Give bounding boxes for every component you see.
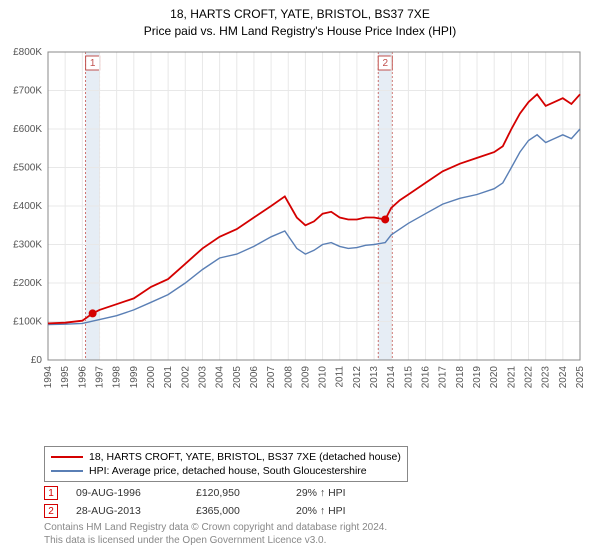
svg-text:2003: 2003 (197, 366, 208, 389)
legend-row-red: 18, HARTS CROFT, YATE, BRISTOL, BS37 7XE… (51, 450, 401, 464)
sale-event-row: 2 28-AUG-2013 £365,000 20% ↑ HPI (44, 502, 416, 520)
svg-text:2023: 2023 (541, 366, 552, 389)
svg-text:2016: 2016 (421, 366, 432, 389)
event-price: £120,950 (196, 487, 296, 499)
svg-text:2005: 2005 (232, 366, 243, 389)
title-line1: 18, HARTS CROFT, YATE, BRISTOL, BS37 7XE (0, 6, 600, 23)
svg-text:1999: 1999 (129, 366, 140, 389)
svg-text:1997: 1997 (94, 366, 105, 389)
svg-text:2011: 2011 (335, 366, 346, 388)
event-marker-box: 2 (44, 504, 58, 518)
svg-text:2000: 2000 (146, 366, 157, 389)
legend-label-blue: HPI: Average price, detached house, Sout… (89, 464, 367, 478)
svg-text:£600K: £600K (13, 124, 42, 135)
sale-events-table: 1 09-AUG-1996 £120,950 29% ↑ HPI 2 28-AU… (44, 484, 416, 520)
svg-text:2010: 2010 (318, 366, 329, 389)
title-line2: Price paid vs. HM Land Registry's House … (0, 23, 600, 40)
event-marker-box: 1 (44, 486, 58, 500)
svg-text:£800K: £800K (13, 47, 42, 58)
svg-text:2020: 2020 (489, 366, 500, 389)
footer-line1: Contains HM Land Registry data © Crown c… (44, 522, 387, 535)
footer: Contains HM Land Registry data © Crown c… (44, 522, 387, 547)
svg-text:2012: 2012 (352, 366, 363, 389)
svg-text:£700K: £700K (13, 86, 42, 97)
legend-swatch-red (51, 456, 83, 458)
svg-text:2006: 2006 (249, 366, 260, 389)
svg-text:1998: 1998 (112, 366, 123, 389)
event-hpi: 29% ↑ HPI (296, 487, 416, 499)
svg-text:2002: 2002 (180, 366, 191, 389)
event-date: 28-AUG-2013 (76, 505, 196, 517)
chart-container: 18, HARTS CROFT, YATE, BRISTOL, BS37 7XE… (0, 0, 600, 560)
svg-text:2001: 2001 (163, 366, 174, 389)
svg-text:2015: 2015 (403, 366, 414, 389)
svg-text:1996: 1996 (77, 366, 88, 389)
title-block: 18, HARTS CROFT, YATE, BRISTOL, BS37 7XE… (0, 0, 600, 40)
svg-text:2013: 2013 (369, 366, 380, 389)
svg-text:1: 1 (90, 58, 96, 69)
svg-text:2021: 2021 (506, 366, 517, 389)
svg-text:£300K: £300K (13, 240, 42, 251)
svg-text:2024: 2024 (558, 366, 569, 389)
event-hpi: 20% ↑ HPI (296, 505, 416, 517)
legend: 18, HARTS CROFT, YATE, BRISTOL, BS37 7XE… (44, 446, 408, 482)
svg-text:£500K: £500K (13, 163, 42, 174)
event-date: 09-AUG-1996 (76, 487, 196, 499)
legend-row-blue: HPI: Average price, detached house, Sout… (51, 464, 401, 478)
svg-text:2022: 2022 (524, 366, 535, 389)
svg-text:2008: 2008 (283, 366, 294, 389)
svg-text:2017: 2017 (438, 366, 449, 389)
chart-svg: 12£0£100K£200K£300K£400K£500K£600K£700K£… (44, 48, 584, 400)
sale-event-row: 1 09-AUG-1996 £120,950 29% ↑ HPI (44, 484, 416, 502)
legend-label-red: 18, HARTS CROFT, YATE, BRISTOL, BS37 7XE… (89, 450, 401, 464)
svg-text:2014: 2014 (386, 366, 397, 389)
svg-text:2018: 2018 (455, 366, 466, 389)
svg-text:2: 2 (382, 58, 388, 69)
svg-text:1995: 1995 (60, 366, 71, 389)
legend-swatch-blue (51, 470, 83, 472)
svg-text:2009: 2009 (300, 366, 311, 389)
footer-line2: This data is licensed under the Open Gov… (44, 535, 387, 548)
svg-text:1994: 1994 (43, 366, 54, 389)
svg-text:2019: 2019 (472, 366, 483, 389)
svg-text:2004: 2004 (215, 366, 226, 389)
svg-text:£200K: £200K (13, 278, 42, 289)
svg-text:£100K: £100K (13, 317, 42, 328)
svg-text:£0: £0 (31, 355, 43, 366)
svg-text:£400K: £400K (13, 201, 42, 212)
svg-text:2025: 2025 (575, 366, 586, 389)
event-price: £365,000 (196, 505, 296, 517)
svg-text:2007: 2007 (266, 366, 277, 389)
